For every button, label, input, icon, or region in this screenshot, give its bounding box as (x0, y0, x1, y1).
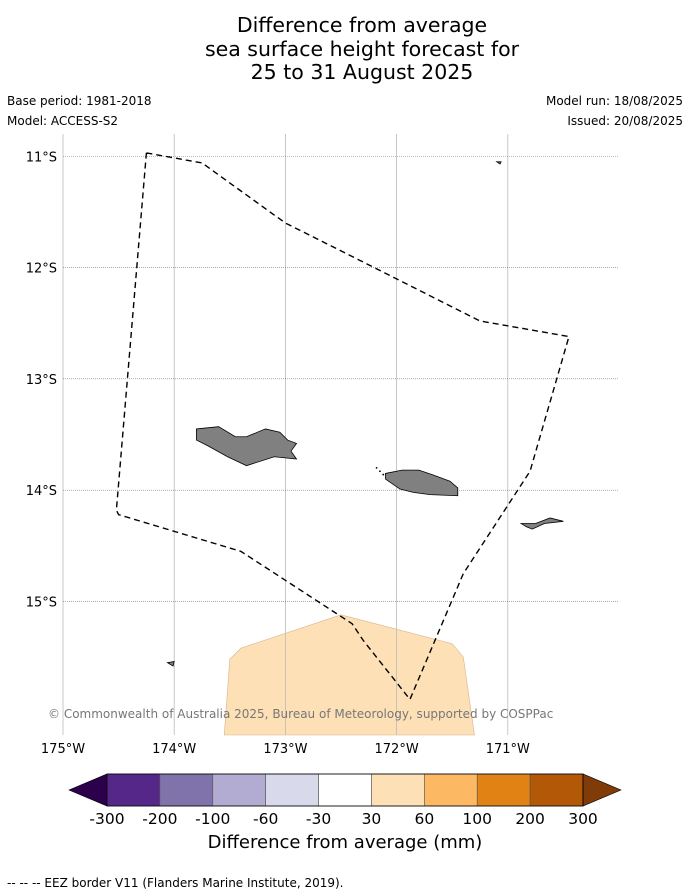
lat-tick-label: 13°S (26, 373, 57, 388)
reef-dot (375, 466, 378, 469)
island (519, 517, 564, 530)
lon-tick-label: 175°W (41, 742, 85, 757)
colorbar-segment (371, 773, 425, 807)
colorbar-tick-label: -200 (142, 810, 177, 828)
meta-right: Model run: 18/08/2025 Issued: 20/08/2025 (546, 94, 683, 134)
colorbar-tick-label: 300 (568, 810, 598, 828)
colorbar-tick-label: 30 (362, 810, 382, 828)
model-run: Model run: 18/08/2025 (545, 94, 683, 108)
colorbar-tick-label: 200 (515, 810, 545, 828)
issued-date: Issued: 20/08/2025 (567, 114, 683, 128)
lon-tick-label: 174°W (152, 742, 196, 757)
lat-tick-label: 12°S (26, 262, 57, 277)
colorbar-tick-label: -100 (195, 810, 230, 828)
eez-border (115, 152, 570, 701)
colorbar-tick-label: -30 (306, 810, 331, 828)
island (196, 426, 298, 467)
colorbar-segment (318, 773, 372, 807)
title-line-3: 25 to 31 August 2025 (250, 60, 474, 84)
reef-dot (382, 473, 385, 476)
base-period: Base period: 1981-2018 (7, 94, 152, 108)
lon-tick-label: 171°W (486, 742, 530, 757)
lon-tick-label: 173°W (263, 742, 307, 757)
colorbar-tick-label: 100 (462, 810, 492, 828)
colorbar-extend-low (68, 773, 108, 807)
colorbar-segment (265, 773, 319, 807)
colorbar-tick-label: -60 (253, 810, 278, 828)
colorbar-title: Difference from average (mm) (207, 832, 483, 853)
eez-legend-footer: -- -- -- EEZ border V11 (Flanders Marine… (7, 876, 344, 890)
chart-title: Difference from average sea surface heig… (0, 13, 690, 85)
island (385, 469, 459, 497)
colorbar-frame (106, 773, 584, 807)
island (495, 161, 502, 165)
lat-tick-label: 11°S (26, 150, 57, 165)
reef-dot (379, 470, 381, 473)
colorbar-tick-label: 60 (414, 810, 434, 828)
map-area (62, 134, 619, 736)
meta-left: Base period: 1981-2018 Model: ACCESS-S2 (7, 94, 152, 134)
island (166, 661, 175, 667)
title-line-1: Difference from average (236, 13, 488, 37)
colorbar-segment (212, 773, 266, 807)
colorbar-segment (159, 773, 214, 807)
title-line-2: sea surface height forecast for (204, 36, 520, 61)
colorbar: -300 -200 -100 -60 -30 30 60 100 200 300 (68, 773, 622, 828)
colorbar-segment (529, 773, 584, 807)
colorbar-tick-label: -300 (89, 810, 124, 828)
lon-tick-label: 172°W (375, 742, 419, 757)
model-name: Model: ACCESS-S2 (7, 114, 119, 128)
lat-tick-label: 15°S (26, 595, 57, 610)
axis-ticks: 11°S 12°S 13°S 14°S 15°S 175°W 174°W 173°W 172°W… (26, 150, 530, 757)
colorbar-segment (106, 773, 161, 807)
colorbar-segment (424, 773, 478, 807)
colorbar-segment (476, 773, 531, 807)
colorbar-extend-high (582, 773, 622, 807)
lat-tick-label: 14°S (26, 484, 57, 499)
copyright-notice: © Commonwealth of Australia 2025, Bureau… (48, 707, 553, 721)
